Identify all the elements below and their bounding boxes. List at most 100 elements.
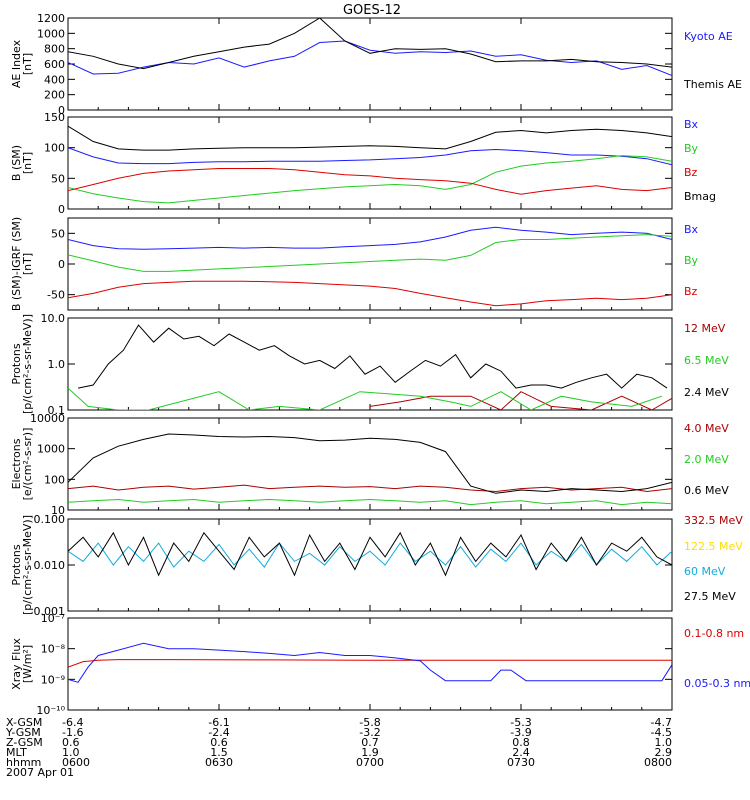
series-by <box>68 234 672 272</box>
panel-ae: 0 200 400 600 800 1000 1200 AE Index[nT] Kyoto A… <box>10 12 742 117</box>
y-axis-label: Electrons <box>10 438 23 489</box>
y-axis-label: Protons <box>10 343 23 384</box>
footer-value: 1.0 <box>655 736 673 749</box>
y-tick-label: 800 <box>44 43 65 56</box>
series-2-0-mev <box>68 498 672 506</box>
panel-frame <box>67 116 673 210</box>
footer-value: 0630 <box>205 756 233 769</box>
footer-row-label: MLT <box>6 746 27 759</box>
legend-entry: 0.1-0.8 nm <box>684 627 744 640</box>
panel-xray: 10⁻¹⁰ 10⁻⁹ 10⁻⁸ 10⁻⁷ Xray Flux[W/m²] 0.1-0.8 … <box>10 612 750 717</box>
footer-value: 0600 <box>62 756 90 769</box>
footer-value: -4.5 <box>651 726 672 739</box>
legend-entry: 6.5 MeV <box>684 354 729 367</box>
legend-entry: By <box>684 254 699 267</box>
footer-value: -4.7 <box>651 716 672 729</box>
y-axis-label: Protons <box>10 544 23 585</box>
y-axis-label: Xray Flux <box>10 638 23 690</box>
panel-b: 0 50 100 150 B (SM)[nT] Bx By Bz Bmag <box>10 111 716 216</box>
coordinate-footer: X-GSM -6.4 -6.1 -5.8 -5.3 -4.7 Y-GSM -1.6 -2.4 -3… <box>5 716 672 779</box>
legend-entry: 0.6 MeV <box>684 484 729 497</box>
series-12-mev <box>369 391 672 410</box>
y-tick-label: 0 <box>58 258 65 271</box>
legend-entry: 0.05-0.3 nm <box>684 677 750 690</box>
y-tick-label: 1200 <box>37 12 65 25</box>
y-tick-label: 100 <box>44 142 65 155</box>
footer-row-label: X-GSM <box>6 716 42 729</box>
y-tick-label: 10.0 <box>41 312 66 325</box>
y-tick-label: 10 <box>51 504 65 517</box>
footer-value: -6.4 <box>62 716 83 729</box>
y-axis-label: [e/(cm²-s-sr)] <box>21 428 34 501</box>
y-tick-label: 10⁻⁸ <box>41 643 66 656</box>
panel-prot1: 0.1 1.0 10.0 Protons[p/(cm²-s-sr-MeV)] 12 Me… <box>10 312 729 417</box>
y-tick-label: 50 <box>51 172 65 185</box>
footer-row-label: hhmm <box>6 756 41 769</box>
y-tick-label: 150 <box>44 111 65 124</box>
panel-frame <box>67 518 673 612</box>
y-tick-label: 100 <box>44 473 65 486</box>
legend-entry: Bmag <box>684 190 716 203</box>
y-tick-label: -50 <box>47 289 65 302</box>
legend-entry: 60 MeV <box>684 565 726 578</box>
footer-value: -2.4 <box>208 726 229 739</box>
panel-frame <box>67 417 673 511</box>
y-tick-label: 1.0 <box>48 358 66 371</box>
footer-value: -3.9 <box>510 726 531 739</box>
footer-value: 0.8 <box>512 736 530 749</box>
legend-entry: 27.5 MeV <box>684 590 736 603</box>
y-tick-label: 0 <box>58 104 65 117</box>
legend-entry: Themis AE <box>683 78 742 91</box>
y-axis-label: B (SM) <box>10 145 23 181</box>
footer-value: 1.9 <box>361 746 379 759</box>
footer-date: 2007 Apr 01 <box>6 766 74 779</box>
legend-entry: 4.0 MeV <box>684 422 729 435</box>
footer-value: -3.2 <box>359 726 380 739</box>
footer-value: 2.4 <box>512 746 530 759</box>
y-axis-label: [p/(cm²-s-sr-MeV)] <box>21 515 34 615</box>
footer-row-label: Z-GSM <box>6 736 43 749</box>
y-axis-label: [p/(cm²-s-sr-MeV)] <box>21 314 34 414</box>
y-tick-label: 0.100 <box>34 513 66 526</box>
y-tick-label: 10⁻⁹ <box>41 673 65 686</box>
chart-title: GOES-12 <box>343 3 401 18</box>
series-bz <box>68 168 672 195</box>
y-axis-label: [nT] <box>21 152 34 174</box>
y-axis-label: AE Index <box>10 39 23 88</box>
panel-frame <box>67 217 673 311</box>
legend-entry: Kyoto AE <box>684 30 733 43</box>
footer-value: 0800 <box>644 756 672 769</box>
series-60-mev <box>68 542 672 568</box>
y-tick-label: 200 <box>44 89 65 102</box>
y-tick-label: 0 <box>58 203 65 216</box>
footer-value: 1.0 <box>62 746 80 759</box>
footer-value: -5.8 <box>359 716 380 729</box>
panel-prot2: 0.001 0.010 0.100 Protons[p/(cm²-s-sr-MeV)]… <box>10 513 743 618</box>
series-bx <box>68 147 672 166</box>
legend-entry: 122.5 MeV <box>684 540 743 553</box>
y-tick-label: 10⁻¹⁰ <box>36 704 65 717</box>
series-by <box>68 155 672 204</box>
legend-entry: Bz <box>684 166 698 179</box>
y-tick-label: 0.1 <box>48 404 66 417</box>
footer-value: 0.6 <box>62 736 80 749</box>
panel-db: -50 0 50 B (SM)-IGRF (SM)[nT] Bx By Bz <box>10 217 699 311</box>
series-0-6-mev <box>68 433 672 494</box>
footer-value: -6.1 <box>208 716 229 729</box>
footer-row-label: Y-GSM <box>5 726 41 739</box>
legend-entry: By <box>684 142 699 155</box>
y-tick-label: 400 <box>44 73 65 86</box>
y-tick-label: 10⁻⁷ <box>41 612 65 625</box>
series-27-5-mev <box>68 531 672 577</box>
legend-entry: 12 MeV <box>684 322 726 335</box>
y-axis-label: B (SM)-IGRF (SM) <box>10 217 23 311</box>
footer-value: 0700 <box>356 756 384 769</box>
y-axis-label: [nT] <box>21 253 34 275</box>
panel-elec: 10 100 1000 10000 Electrons[e/(cm²-s-sr)] 4.0… <box>10 412 729 517</box>
series-0-05-0-3-nm <box>68 642 672 683</box>
footer-value: 1.5 <box>210 746 228 759</box>
footer-value: 0730 <box>507 756 535 769</box>
series-bmag <box>68 125 672 151</box>
